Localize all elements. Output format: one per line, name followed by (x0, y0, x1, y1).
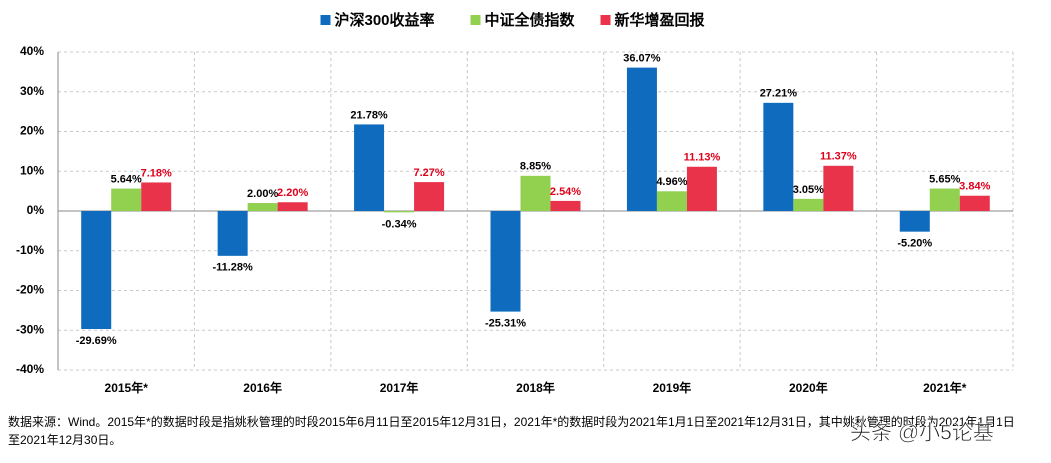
value-label: 5.64% (111, 173, 142, 185)
value-label: -11.28% (212, 262, 253, 274)
bar (141, 182, 172, 211)
value-label: 3.84% (959, 181, 990, 193)
value-label: 2.54% (550, 186, 581, 198)
y-tick-label: 40% (20, 44, 44, 58)
x-tick-label: 2015年* (105, 380, 149, 395)
value-label: 5.65% (929, 173, 960, 185)
value-label: -29.69% (76, 335, 117, 347)
value-label: 11.37% (820, 151, 857, 163)
bar (384, 211, 415, 213)
value-label: -0.34% (382, 218, 417, 230)
bar (217, 211, 248, 256)
bar (111, 188, 142, 211)
footnote: 数据来源：Wind。2015年*的数据时段是指姚秋管理的时段2015年6月11日… (8, 414, 1015, 429)
legend-label: 新华增盈回报 (615, 11, 705, 29)
y-tick-label: 30% (20, 84, 44, 98)
bar (823, 165, 854, 211)
value-label: 2.20% (277, 187, 308, 199)
bar (929, 188, 960, 211)
watermark: 头条 @小5论基 (850, 422, 994, 445)
bar (763, 102, 794, 211)
bar (520, 175, 551, 211)
bar (899, 211, 930, 232)
legend-label: 沪深300收益率 (335, 11, 435, 29)
footnote: 至2021年12月30日。 (8, 433, 121, 447)
x-tick-label: 2021年* (923, 380, 967, 395)
legend-swatch (600, 15, 611, 25)
bar (959, 195, 990, 211)
value-label: 2.00% (247, 188, 278, 200)
x-tick-label: 2018年 (516, 380, 555, 395)
bar (793, 198, 824, 211)
legend-label: 中证全债指数 (485, 11, 576, 29)
value-label: 7.27% (413, 167, 444, 179)
value-label: 36.07% (623, 53, 661, 65)
y-tick-label: 20% (20, 124, 44, 138)
bar (354, 124, 385, 211)
legend-swatch (320, 15, 331, 25)
y-tick-label: -10% (16, 243, 44, 257)
value-label: 11.13% (684, 152, 721, 164)
x-tick-label: 2020年 (789, 380, 828, 395)
value-label: 4.96% (656, 176, 687, 188)
y-tick-label: 10% (20, 163, 44, 177)
bar (550, 200, 581, 211)
bar (277, 202, 308, 211)
value-label: 7.18% (141, 167, 172, 179)
value-label: -5.20% (897, 238, 932, 250)
bar (626, 67, 657, 211)
y-tick-label: -30% (16, 322, 44, 336)
bar (81, 211, 112, 330)
bar (247, 203, 278, 211)
bar (656, 191, 687, 211)
legend-swatch (470, 15, 481, 25)
x-tick-label: 2016年 (243, 380, 282, 395)
value-label: 3.05% (793, 184, 824, 196)
bar (414, 182, 445, 211)
bar (686, 166, 717, 211)
x-tick-label: 2019年 (653, 380, 692, 395)
y-tick-label: 0% (27, 203, 45, 217)
y-tick-label: -40% (16, 362, 44, 376)
bar (490, 211, 521, 312)
y-tick-label: -20% (16, 283, 44, 297)
x-tick-label: 2017年 (380, 380, 419, 395)
value-label: 27.21% (760, 88, 798, 100)
value-label: -25.31% (485, 318, 526, 330)
value-label: 21.78% (350, 109, 388, 121)
value-label: 8.85% (520, 161, 551, 173)
